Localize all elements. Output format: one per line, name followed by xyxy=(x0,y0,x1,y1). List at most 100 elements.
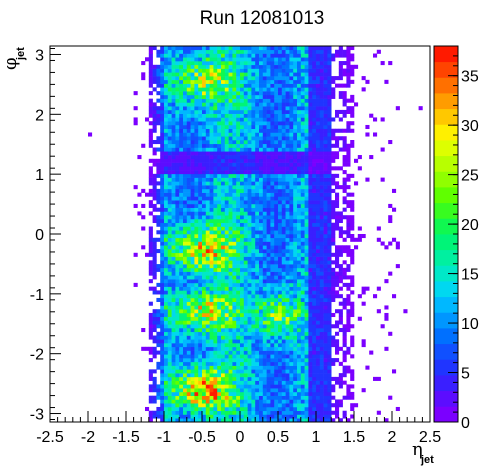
heatmap-cell xyxy=(281,121,286,126)
heatmap-cell xyxy=(236,140,241,145)
heatmap-cell xyxy=(308,388,313,393)
heatmap-cell xyxy=(312,173,317,178)
heatmap-cell xyxy=(160,286,165,291)
heatmap-cell xyxy=(228,91,233,96)
heatmap-cell xyxy=(160,173,165,178)
heatmap-cell xyxy=(243,335,248,340)
heatmap-cell xyxy=(236,324,241,329)
heatmap-cell xyxy=(209,309,214,314)
heatmap-cell xyxy=(259,98,264,103)
heatmap-cell xyxy=(186,136,191,141)
heatmap-cell xyxy=(167,158,172,163)
heatmap-cell xyxy=(217,271,222,276)
heatmap-cell xyxy=(175,117,180,122)
heatmap-cell xyxy=(167,140,172,145)
heatmap-cell xyxy=(217,391,222,396)
heatmap-cell xyxy=(293,102,298,107)
heatmap-cell xyxy=(183,241,188,246)
heatmap-cell xyxy=(312,72,317,77)
heatmap-cell xyxy=(274,309,279,314)
heatmap-cell xyxy=(297,324,302,329)
heatmap-cell xyxy=(240,335,245,340)
heatmap-cell xyxy=(281,252,286,257)
heatmap-cell xyxy=(300,399,305,404)
heatmap-cell xyxy=(179,279,184,284)
heatmap-cell xyxy=(205,365,210,370)
heatmap-cell xyxy=(308,207,313,212)
heatmap-cell xyxy=(266,113,271,118)
heatmap-cell xyxy=(342,68,347,73)
heatmap-cell xyxy=(194,365,199,370)
heatmap-cell xyxy=(251,234,256,239)
heatmap-cell xyxy=(213,79,218,84)
heatmap-cell xyxy=(293,403,298,408)
heatmap-cell xyxy=(202,328,207,333)
heatmap-cell xyxy=(148,211,153,216)
heatmap-cell xyxy=(205,358,210,363)
heatmap-cell xyxy=(255,143,260,148)
heatmap-cell xyxy=(232,335,237,340)
heatmap-cell xyxy=(167,358,172,363)
heatmap-cell xyxy=(281,282,286,287)
heatmap-cell xyxy=(224,388,229,393)
heatmap-cell xyxy=(232,72,237,77)
heatmap-cell xyxy=(175,331,180,336)
heatmap-cell xyxy=(312,380,317,385)
heatmap-cell xyxy=(255,350,260,355)
heatmap-cell xyxy=(323,373,328,378)
heatmap-cell xyxy=(186,211,191,216)
heatmap-cell xyxy=(278,173,283,178)
heatmap-cell xyxy=(289,335,294,340)
heatmap-cell xyxy=(255,46,260,51)
heatmap-cell xyxy=(160,49,165,54)
heatmap-cell xyxy=(346,158,351,163)
heatmap-cell xyxy=(331,297,336,302)
heatmap-cell xyxy=(293,234,298,239)
heatmap-cell xyxy=(289,87,294,92)
heatmap-cell xyxy=(224,361,229,366)
heatmap-cell xyxy=(202,418,207,423)
heatmap-cell xyxy=(274,98,279,103)
heatmap-cell xyxy=(194,290,199,295)
heatmap-cell xyxy=(202,192,207,197)
heatmap-cell xyxy=(274,68,279,73)
heatmap-cell xyxy=(243,301,248,306)
heatmap-cell xyxy=(342,354,347,359)
heatmap-cell xyxy=(247,335,252,340)
heatmap-cell xyxy=(327,61,332,66)
heatmap-cell xyxy=(232,222,237,227)
heatmap-cell xyxy=(293,331,298,336)
heatmap-cell xyxy=(205,380,210,385)
heatmap-cell xyxy=(342,275,347,280)
heatmap-cell xyxy=(281,61,286,66)
heatmap-cell xyxy=(194,252,199,257)
heatmap-cell xyxy=(240,128,245,133)
heatmap-cell xyxy=(262,79,267,84)
heatmap-cell xyxy=(156,170,161,175)
heatmap-cell xyxy=(312,297,317,302)
heatmap-cell xyxy=(221,188,226,193)
heatmap-cell xyxy=(289,94,294,99)
heatmap-cell xyxy=(175,83,180,88)
heatmap-cell xyxy=(247,49,252,54)
heatmap-cell xyxy=(160,162,165,167)
heatmap-cell xyxy=(274,140,279,145)
heatmap-cell xyxy=(278,301,283,306)
heatmap-cell xyxy=(228,309,233,314)
heatmap-cell xyxy=(312,117,317,122)
heatmap-cell xyxy=(316,260,321,265)
heatmap-cell xyxy=(217,87,222,92)
heatmap-cell xyxy=(202,132,207,137)
heatmap-cell xyxy=(209,279,214,284)
heatmap-cell xyxy=(209,290,214,295)
heatmap-cell xyxy=(266,230,271,235)
heatmap-cell xyxy=(198,328,203,333)
heatmap-cell xyxy=(293,91,298,96)
heatmap-cell xyxy=(274,226,279,231)
heatmap-cell xyxy=(304,279,309,284)
heatmap-cell xyxy=(228,79,233,84)
heatmap-cell xyxy=(209,192,214,197)
heatmap-cell xyxy=(240,102,245,107)
heatmap-cell xyxy=(251,215,256,220)
heatmap-cell xyxy=(232,181,237,186)
